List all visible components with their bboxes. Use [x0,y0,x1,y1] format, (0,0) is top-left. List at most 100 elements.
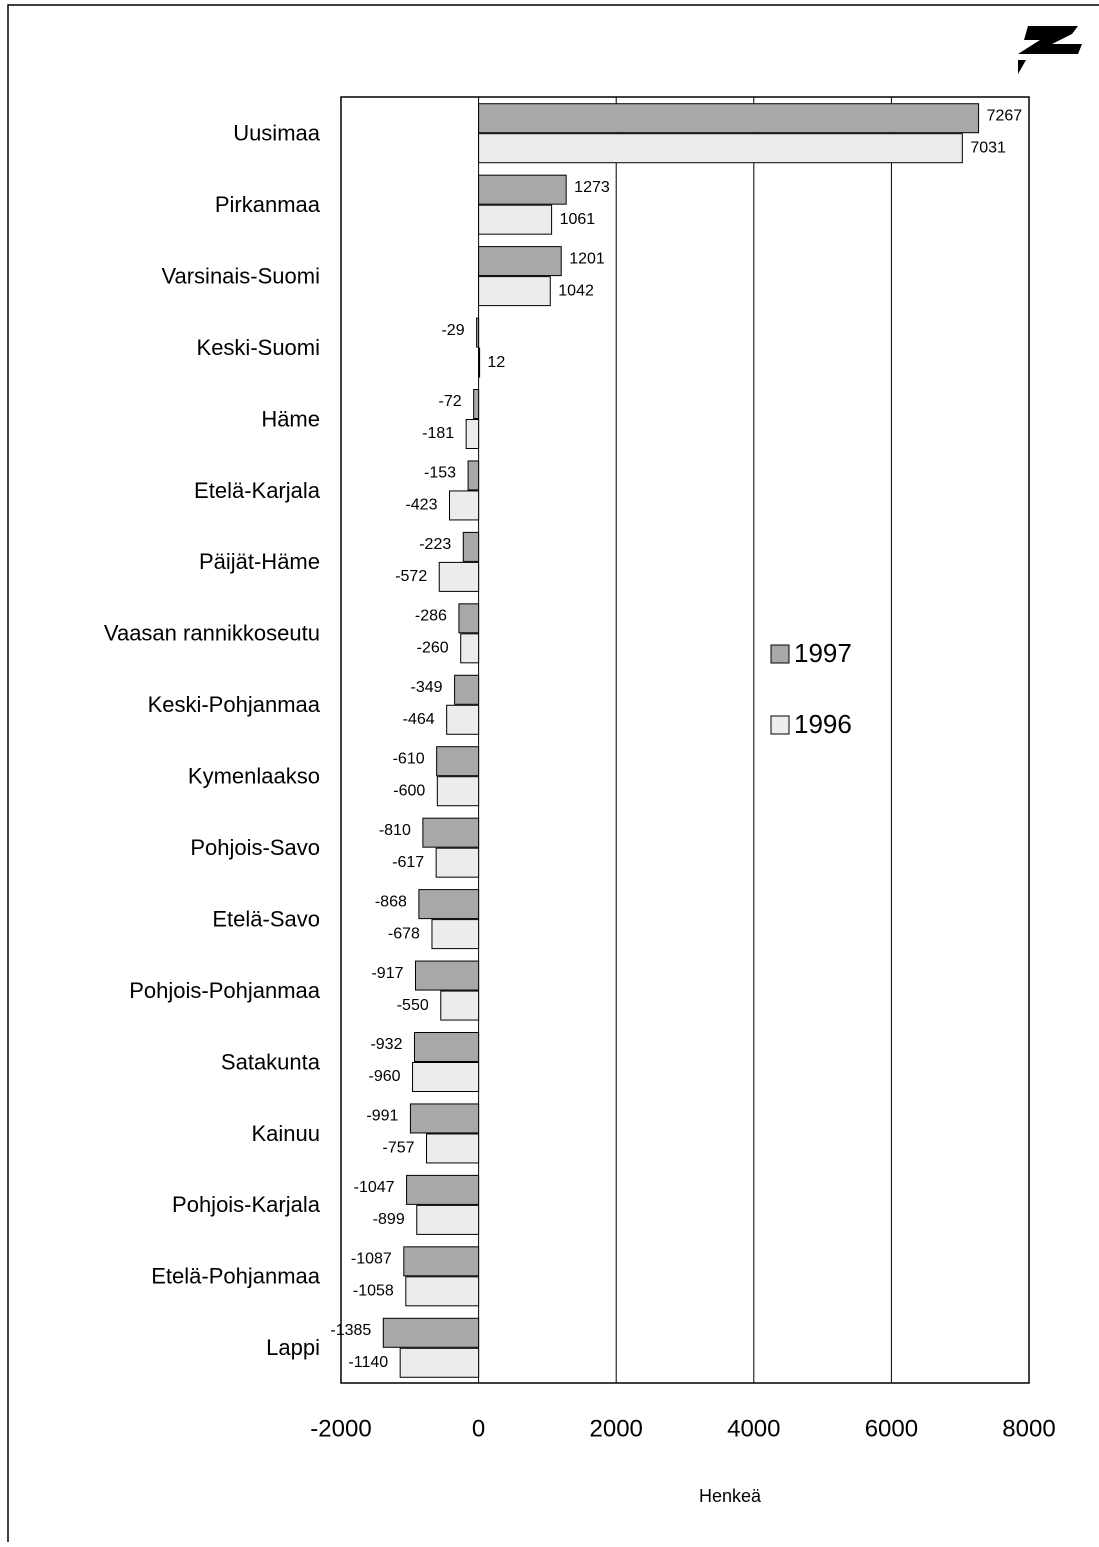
bar [431,919,480,950]
value-label: -423 [405,497,437,514]
bar [473,389,480,419]
value-label: -1140 [348,1354,388,1371]
bar [436,746,480,777]
bar [409,1103,480,1134]
y-tick-label: Etelä-Savo [212,906,320,931]
y-tick-label: Pohjois-Savo [190,835,320,860]
x-tick-label: 6000 [865,1415,918,1442]
value-label: -810 [379,822,411,839]
bar [436,776,480,807]
y-tick-label: Etelä-Pohjanmaa [151,1264,321,1289]
bar [406,1174,480,1205]
bar [478,174,567,205]
x-axis-label: Henkeä [699,1486,762,1506]
bar [478,276,551,307]
value-label: -286 [415,608,447,625]
y-tick-label: Varsinais-Suomi [161,263,320,288]
value-label: -29 [441,322,464,339]
y-tick-label: Satakunta [221,1049,321,1074]
y-tick-label: Vaasan rannikkoseutu [104,621,320,646]
value-label: -932 [370,1036,402,1053]
x-tick-label: 8000 [1002,1415,1055,1442]
bar [465,419,480,449]
bar [416,1204,480,1235]
value-label: -757 [382,1140,414,1157]
value-label: 7267 [987,107,1023,124]
value-label: -917 [371,965,403,982]
bar [405,1276,480,1307]
bar [403,1246,480,1277]
value-label: -464 [403,711,435,728]
bar [446,704,480,735]
value-label: -1047 [354,1179,395,1196]
bar [478,204,553,235]
y-tick-label: Häme [261,406,320,431]
value-label: -991 [366,1108,398,1125]
legend-swatch [770,644,790,664]
bar [412,1062,480,1092]
legend-swatch [770,715,790,735]
logo-tick [1018,60,1026,74]
y-tick-label: Etelä-Karjala [194,478,321,503]
value-label: -899 [373,1211,405,1228]
bar [413,1032,480,1062]
value-label: -550 [397,997,429,1014]
y-tick-label: Keski-Pohjanmaa [148,692,321,717]
value-label: -572 [395,568,427,585]
bar [460,633,480,664]
value-label: -1385 [330,1322,371,1339]
value-label: 12 [487,354,505,371]
bar [426,1133,480,1164]
value-label: -223 [419,536,451,553]
bar [438,561,480,592]
bar [458,603,480,634]
plot-area [340,96,1030,1384]
bar [478,246,562,277]
bar [435,847,480,878]
y-tick-label: Pohjois-Pohjanmaa [129,978,321,1003]
value-label: -868 [375,893,407,910]
y-tick-label: Pirkanmaa [215,192,321,217]
bar [415,960,480,991]
bar [478,347,481,378]
x-tick-label: -2000 [310,1415,371,1442]
value-label: -960 [369,1068,401,1085]
bar [440,990,480,1021]
bar [448,490,480,521]
legend-label: 1997 [794,638,852,668]
y-tick-label: Päijät-Häme [199,549,320,574]
logo [1018,26,1082,54]
value-label: -1087 [351,1251,392,1268]
value-label: 1273 [574,179,610,196]
value-label: 1201 [569,250,605,267]
bar [454,674,480,705]
bar [399,1347,480,1378]
bar [467,460,480,491]
y-tick-label: Lappi [266,1335,320,1360]
value-label: -72 [439,393,462,410]
bar [382,1317,480,1348]
bar [478,133,963,164]
value-label: 1061 [560,211,596,228]
x-tick-label: 0 [472,1415,485,1442]
value-label: 1042 [558,282,594,299]
x-tick-label: 4000 [727,1415,780,1442]
bar [462,531,480,562]
value-label: -181 [422,425,454,442]
x-tick-label: 2000 [590,1415,643,1442]
value-label: -153 [424,465,456,482]
value-label: -617 [392,854,424,871]
bar [476,317,480,348]
y-tick-label: Pohjois-Karjala [172,1192,321,1217]
legend-label: 1996 [794,709,852,739]
bar [418,889,480,920]
y-tick-label: Keski-Suomi [197,335,320,360]
value-label: -678 [388,925,420,942]
value-label: -1058 [353,1283,394,1300]
value-label: -260 [417,640,449,657]
bar [422,817,480,848]
value-label: 7031 [970,139,1006,156]
y-tick-label: Kymenlaakso [188,764,320,789]
value-label: -349 [411,679,443,696]
